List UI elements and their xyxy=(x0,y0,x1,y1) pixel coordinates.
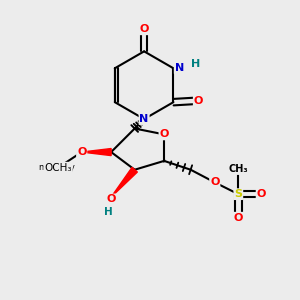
Text: methoxy: methoxy xyxy=(38,163,75,172)
Polygon shape xyxy=(82,148,111,156)
Text: O: O xyxy=(159,129,169,140)
Text: N: N xyxy=(175,63,184,73)
Text: O: O xyxy=(194,96,203,106)
Text: O: O xyxy=(140,24,149,34)
Text: O: O xyxy=(77,147,86,157)
Text: O: O xyxy=(234,213,243,223)
Text: OCH₃: OCH₃ xyxy=(44,163,72,173)
Text: S: S xyxy=(234,189,242,199)
Text: O: O xyxy=(256,189,266,199)
Text: N: N xyxy=(140,114,149,124)
Text: O: O xyxy=(106,194,116,205)
Text: O: O xyxy=(210,177,220,188)
Polygon shape xyxy=(111,167,137,197)
Text: CH₃: CH₃ xyxy=(229,164,248,174)
Text: H: H xyxy=(191,59,200,69)
Text: H: H xyxy=(104,207,112,217)
